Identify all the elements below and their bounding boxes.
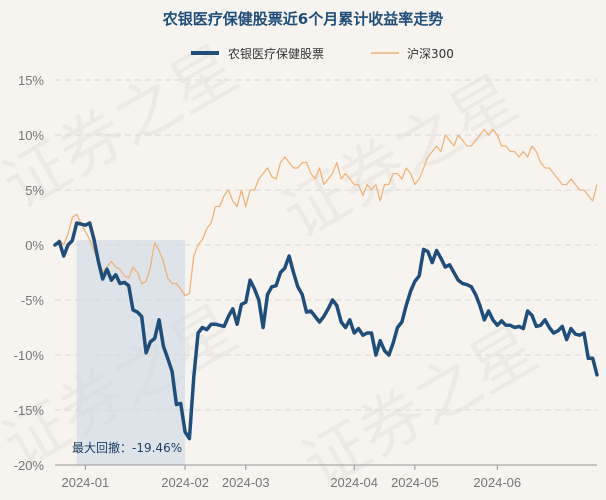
y-tick-label: -20% [14,458,45,473]
x-tick-label: 2024-02 [161,475,209,490]
x-tick-label: 2024-06 [473,475,521,490]
max-drawdown-annotation: 最大回撤：-19.46% [72,440,182,455]
legend: 农银医疗保健股票 沪深300 [191,47,454,61]
y-tick-label: 5% [25,183,44,198]
max-drawdown-label: 最大回撤： [72,440,132,455]
watermark-text-4: 证券之星 [291,312,550,500]
watermark-text-2: 证券之星 [271,62,530,254]
y-axis: 15% 10% 5% 0% -5% -10% -15% -20% [14,73,45,473]
y-tick-label: -5% [21,293,45,308]
x-tick-label: 2024-03 [222,475,270,490]
y-tick-label: -10% [14,348,45,363]
x-axis: 2024-01 2024-02 2024-03 2024-04 2024-05 2024-… [61,465,521,490]
legend-label-index: 沪深300 [407,47,454,61]
max-drawdown-value: -19.46% [132,441,182,455]
legend-label-fund: 农银医疗保健股票 [228,47,324,61]
x-tick-label: 2024-05 [391,475,439,490]
series-line-fund [53,221,599,441]
y-tick-label: 10% [18,128,44,143]
y-tick-label: -15% [14,403,45,418]
y-tick-label: 15% [18,73,44,88]
series-line-hs300 [54,128,598,297]
grid [55,79,597,411]
y-tick-label: 0% [25,238,44,253]
x-tick-label: 2024-01 [61,475,109,490]
x-tick-label: 2024-04 [330,475,378,490]
chart-title: 农银医疗保健股票近6个月累计收益率走势 [162,10,443,28]
